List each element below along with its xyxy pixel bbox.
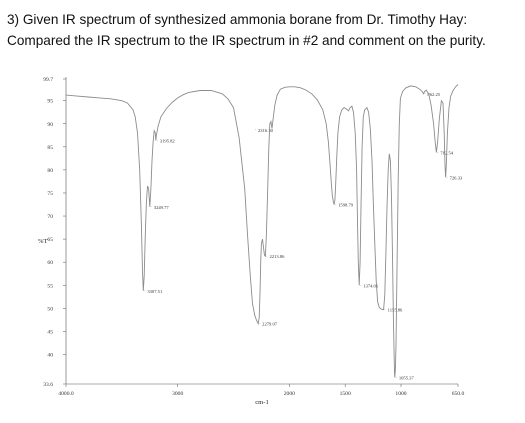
spectrum-line — [65, 84, 459, 378]
peak-label: 3307.51 — [147, 289, 163, 294]
peak-annotations: 3307.51 3195.82 3249.77 2316.30 2279.07 2213.… — [144, 92, 463, 381]
question-line-1: 3) Given IR spectrum of synthesized ammo… — [7, 12, 468, 27]
peak-label: 3249.77 — [154, 205, 170, 210]
chart-axes — [65, 77, 458, 385]
y-tick-label: 50 — [47, 306, 53, 312]
peak-label: 1374.06 — [363, 283, 379, 288]
x-tick-label: 1000 — [395, 391, 406, 397]
x-axis-ticks: 4000.0 3000 2000 1500 1000 650.0 — [58, 384, 464, 397]
y-tick-label: 70 — [47, 214, 53, 220]
x-axis-title: cm-1 — [255, 399, 269, 406]
peak-label: 2316.30 — [258, 128, 274, 133]
y-tick-label: 85 — [47, 145, 53, 151]
x-tick-label: 3000 — [172, 391, 183, 397]
question-text: 3) Given IR spectrum of synthesized ammo… — [7, 9, 522, 51]
peak-label: 3195.82 — [160, 138, 176, 143]
peak-label: 726.33 — [450, 175, 463, 180]
y-tick-label: 33.6 — [43, 382, 53, 388]
x-tick-label: 1500 — [340, 391, 351, 397]
peak-label: 2213.86 — [269, 254, 285, 259]
peak-label: 1055.37 — [399, 376, 415, 381]
peak-label: 1598.79 — [338, 203, 354, 208]
question-line-2: Compared the IR spectrum to the IR spect… — [7, 33, 486, 48]
y-tick-label: 75 — [47, 191, 53, 197]
y-tick-label: 65 — [47, 237, 53, 243]
peak-label: 862.25 — [427, 92, 440, 97]
y-tick-label: 80 — [47, 168, 53, 174]
y-tick-label: 95 — [47, 99, 53, 105]
peak-label: 2279.07 — [262, 322, 278, 327]
peak-label: 1155.86 — [388, 308, 403, 313]
y-tick-label: 90 — [47, 122, 53, 128]
y-tick-label: 40 — [47, 352, 53, 358]
x-tick-label: 650.0 — [452, 391, 465, 397]
y-tick-label: 99.7 — [43, 77, 53, 83]
x-tick-label: 2000 — [284, 391, 295, 397]
x-tick-label: 4000.0 — [58, 391, 74, 397]
y-tick-label: 45 — [47, 329, 53, 335]
y-tick-label: 60 — [47, 260, 53, 266]
y-axis-ticks: 99.7 95 90 85 80 75 70 65 60 55 50 45 40 33.6 — [43, 77, 66, 388]
y-tick-label: 55 — [47, 283, 53, 289]
y-axis-title: %T — [38, 238, 48, 245]
